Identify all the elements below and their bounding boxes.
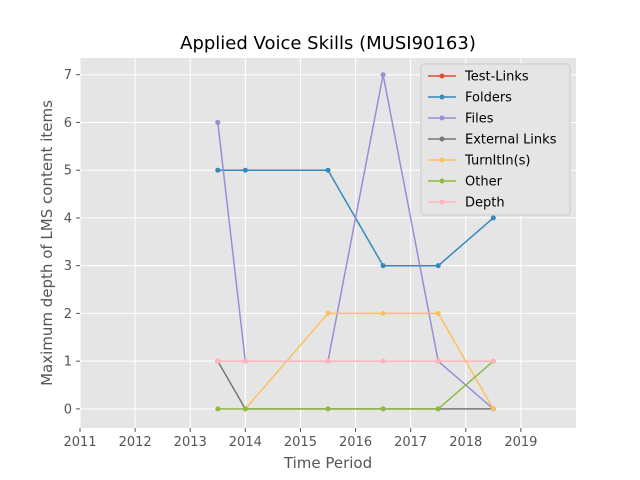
data-point-turnitin-s xyxy=(325,310,331,316)
data-point-other xyxy=(435,406,441,412)
legend-label-depth: Depth xyxy=(465,196,505,211)
legend-marker-test-links xyxy=(439,73,445,79)
x-axis-label: Time Period xyxy=(283,454,372,472)
data-point-files xyxy=(380,72,386,78)
y-axis-label: Maximum depth of LMS content items xyxy=(38,100,56,386)
y-tick-label: 6 xyxy=(64,116,72,131)
legend-label-turnitin-s: TurnItIn(s) xyxy=(464,154,530,169)
x-tick-label: 2016 xyxy=(339,435,372,450)
legend-marker-files xyxy=(439,115,445,121)
x-tick-label: 2011 xyxy=(63,435,96,450)
x-tick-label: 2012 xyxy=(119,435,152,450)
legend-marker-folders xyxy=(439,94,445,100)
series-other xyxy=(215,358,496,412)
data-point-files xyxy=(215,119,221,125)
y-tick-label: 4 xyxy=(64,211,72,226)
data-point-depth xyxy=(490,358,496,364)
chart-title: Applied Voice Skills (MUSI90163) xyxy=(180,33,476,54)
data-point-folders xyxy=(435,263,441,269)
legend-label-other: Other xyxy=(465,175,503,190)
data-point-other xyxy=(215,406,221,412)
x-tick-label: 2017 xyxy=(394,435,427,450)
x-tick-label: 2018 xyxy=(449,435,482,450)
series-line-other xyxy=(217,360,494,410)
y-tick-label: 0 xyxy=(64,402,72,417)
legend-marker-external-links xyxy=(439,136,445,142)
legend-box xyxy=(420,63,571,216)
x-tick-label: 2014 xyxy=(229,435,262,450)
y-tick-label: 7 xyxy=(64,68,72,83)
y-tick-label: 5 xyxy=(64,164,72,179)
data-point-depth xyxy=(380,358,386,364)
legend-label-files: Files xyxy=(465,112,494,127)
data-point-turnitin-s xyxy=(490,406,496,412)
legend-label-external-links: External Links xyxy=(465,133,557,148)
legend: Test-Links Folders Files External Links Turn… xyxy=(420,63,571,216)
data-point-folders xyxy=(490,215,496,221)
x-tick-label: 2015 xyxy=(284,435,317,450)
data-point-folders xyxy=(215,167,221,173)
series-lines xyxy=(215,72,496,412)
legend-label-test-links: Test-Links xyxy=(464,70,529,85)
tick-labels: 2011 2012 2013 2014 2015 2016 2017 2018 2019 0 1 2 3… xyxy=(63,68,537,450)
data-point-depth xyxy=(215,358,221,364)
data-point-folders xyxy=(325,167,331,173)
data-point-turnitin-s xyxy=(435,310,441,316)
series-line-files xyxy=(217,74,494,410)
data-point-turnitin-s xyxy=(380,310,386,316)
series-depth xyxy=(215,358,496,364)
legend-marker-depth xyxy=(439,199,445,205)
data-point-other xyxy=(242,406,248,412)
y-tick-label: 3 xyxy=(64,259,72,274)
y-tick-label: 1 xyxy=(64,355,72,370)
data-point-folders xyxy=(380,263,386,269)
legend-label-folders: Folders xyxy=(465,91,512,106)
x-tick-label: 2013 xyxy=(174,435,207,450)
y-tick-label: 2 xyxy=(64,307,72,322)
x-tick-label: 2019 xyxy=(504,435,537,450)
data-point-folders xyxy=(242,167,248,173)
data-point-depth xyxy=(325,358,331,364)
data-point-depth xyxy=(435,358,441,364)
legend-marker-other xyxy=(439,178,445,184)
data-point-other xyxy=(380,406,386,412)
data-point-depth xyxy=(242,358,248,364)
data-point-other xyxy=(325,406,331,412)
legend-marker-turnitin-s xyxy=(439,157,445,163)
